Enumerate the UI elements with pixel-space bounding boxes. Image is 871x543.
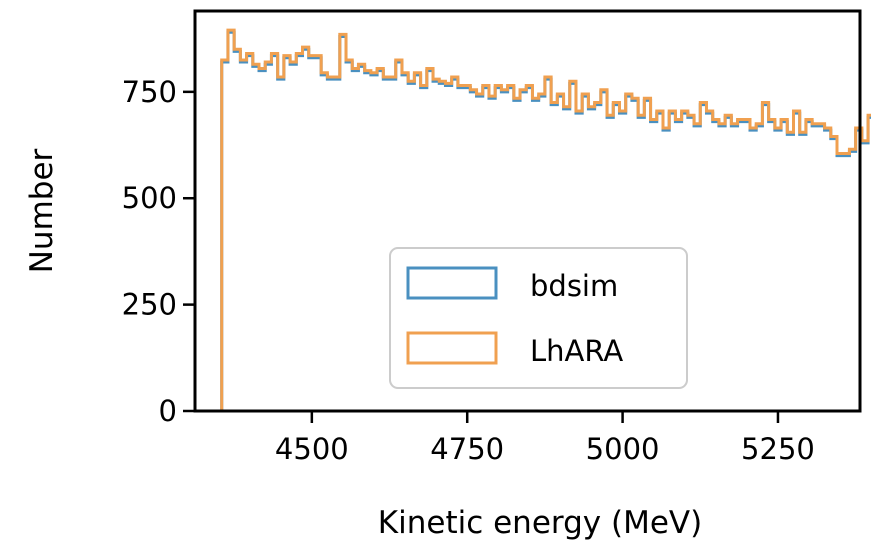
y-tick-label: 750	[122, 75, 177, 109]
x-axis-label: Kinetic energy (MeV)	[378, 505, 702, 541]
x-tick-label: 5250	[741, 432, 815, 466]
y-tick-label: 0	[159, 394, 177, 428]
x-tick-label: 4750	[430, 432, 504, 466]
x-axis: 4500 4750 5000 5250	[275, 411, 815, 466]
histogram-series-lhara	[220, 28, 871, 411]
plot-frame	[193, 9, 862, 413]
plot-area	[220, 28, 871, 411]
legend-box	[389, 247, 688, 389]
y-axis-label: Number	[24, 148, 60, 273]
y-tick-label: 250	[122, 288, 177, 322]
legend-label-lhara: LhARA	[530, 334, 623, 368]
y-axis: 0 250 500 750	[122, 75, 195, 428]
legend: bdsim LhARA	[389, 247, 688, 389]
legend-label-bdsim: bdsim	[530, 269, 618, 303]
x-tick-label: 4500	[275, 432, 349, 466]
y-tick-label: 500	[122, 181, 177, 215]
legend-swatch-bdsim	[406, 266, 498, 300]
x-tick-label: 5000	[586, 432, 660, 466]
legend-swatch-lhara	[406, 331, 498, 365]
